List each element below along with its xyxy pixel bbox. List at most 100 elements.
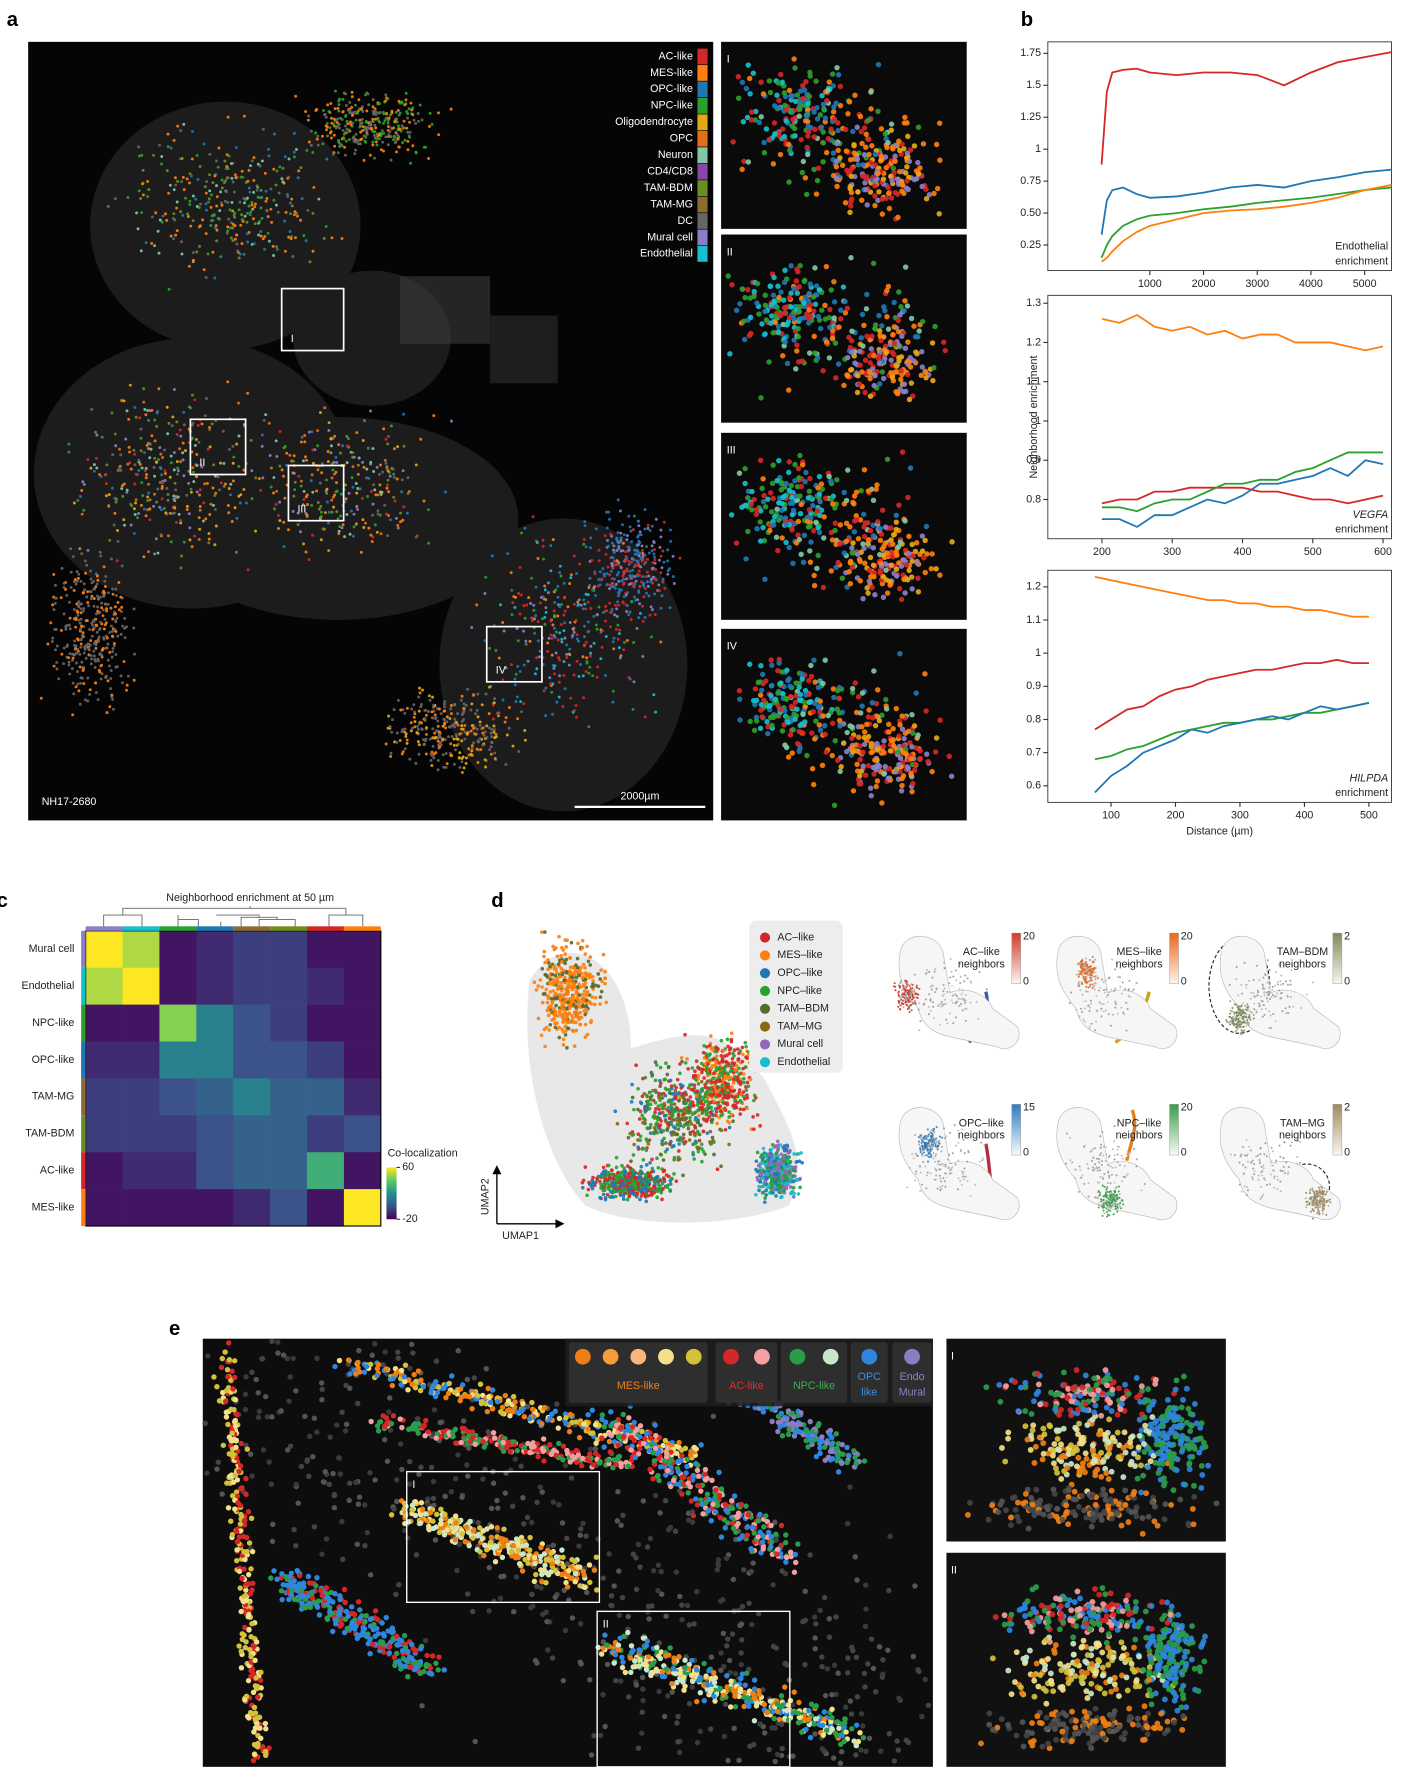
cell-dot [445,766,448,769]
cell-dot [937,572,942,577]
cell-dot [319,482,322,485]
cell-dot [752,728,757,733]
cell-dot [541,617,544,620]
cell-dot [75,652,78,655]
cell-dot [136,516,139,519]
cell-dot [774,507,779,512]
cell-dot [786,142,791,147]
cell-dot [751,294,756,299]
cell-dot [364,522,367,525]
cell-dot [807,548,812,553]
cell-dot [265,200,268,203]
cell-dot [322,527,325,530]
cell-dot [784,696,789,701]
cell-dot [247,180,250,183]
cell-dot [120,633,123,636]
cell-dot [386,534,389,537]
page: { "panel_labels": ["a", "b", "c", "d", "… [0,0,1405,1767]
cell-dot [551,654,554,657]
cell-dot [431,736,434,739]
cell-dot [802,87,807,92]
cell-dot [754,507,759,512]
cell-dot [894,573,899,578]
cell-dot [821,102,826,107]
cell-dot [818,727,823,732]
cell-dot [249,211,252,214]
cell-dot [143,451,146,454]
cell-dot [285,464,288,467]
cell-dot [213,543,216,546]
cell-dot [501,698,504,701]
cell-dot [860,596,865,601]
cell-dot [207,201,210,204]
cell-dot [102,636,105,639]
cell-dot [899,597,904,602]
cell-dot [537,620,540,623]
cell-dot [211,251,214,254]
cell-dot [890,374,895,379]
cell-dot [51,640,54,643]
cell-dot [80,625,83,628]
cell-dot [252,217,255,220]
cell-dot [108,651,111,654]
cell-dot [365,126,368,129]
cell-dot [652,561,655,564]
cell-dot [866,488,871,493]
cell-dot [758,663,763,668]
cell-dot [121,495,124,498]
cell-dot [742,481,747,486]
cell-dot [321,142,324,145]
cell-dot [278,519,281,522]
cell-dot [844,148,849,153]
cell-dot [282,521,285,524]
cell-dot [283,497,286,500]
cell-dot [111,453,114,456]
cell-dot [727,351,732,356]
cell-dot [816,553,821,558]
cell-dot [643,563,646,566]
cell-dot [832,117,837,122]
cell-dot [904,751,909,756]
cell-dot [782,134,787,139]
cell-dot [576,660,579,663]
cell-dot [71,653,74,656]
cell-dot [797,453,802,458]
cell-dot [778,680,783,685]
cell-dot [95,467,98,470]
cell-dot [806,320,811,325]
cell-dot [827,307,832,312]
cell-dot [176,125,179,128]
cell-dot [188,406,191,409]
cell-dot [79,703,82,706]
cell-dot [612,640,615,643]
cell-dot [325,492,328,495]
cell-dot [798,692,803,697]
cell-dot [653,541,656,544]
cell-dot [604,534,607,537]
cell-dot [488,726,491,729]
cell-dot [87,549,90,552]
cell-dot [234,173,237,176]
cell-dot [188,200,191,203]
cell-dot [160,508,163,511]
cell-dot [97,698,100,701]
cell-dot [187,215,190,218]
cell-dot [604,620,607,623]
cell-dot [357,142,360,145]
cell-dot [413,725,416,728]
panel-label: b [1021,9,1033,31]
cell-dot [849,350,854,355]
cell-dot [191,157,194,160]
cell-dot [639,531,642,534]
cell-dot [589,652,592,655]
cell-dot [422,738,425,741]
cell-dot [89,590,92,593]
cell-dot [82,669,85,672]
cell-dot [848,255,853,260]
cell-dot [153,466,156,469]
cell-dot [211,181,214,184]
cell-dot [736,1047,740,1051]
cell-dot [937,157,942,162]
cell-dot [581,655,584,658]
legend-swatch [697,197,707,213]
